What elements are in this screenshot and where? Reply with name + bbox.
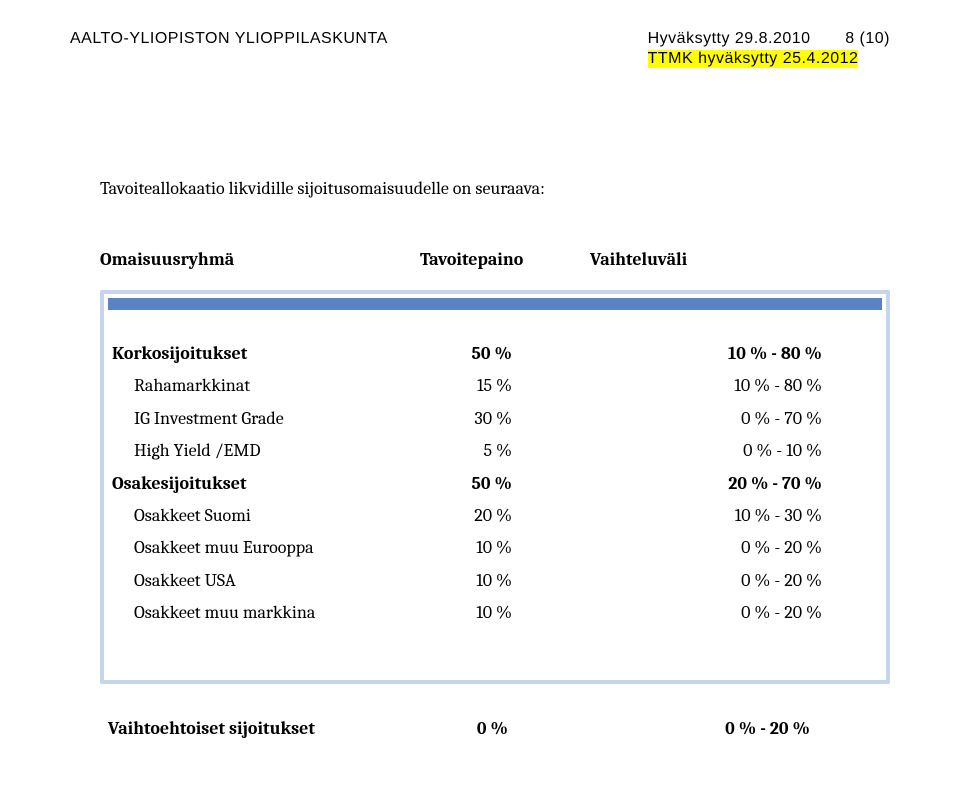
row-weight: 5 % (432, 435, 552, 467)
table-row: IG Investment Grade 30 % 0 % - 70 % (112, 403, 878, 435)
row-label: Rahamarkkinat (112, 370, 432, 402)
row-weight: 50 % (432, 338, 552, 370)
row-range: 20 % - 70 % (552, 468, 852, 500)
header-approved-line: Hyväksytty 29.8.2010 8 (10) (648, 30, 890, 48)
row-label: High Yield /EMD (112, 435, 432, 467)
row-label: Korkosijoitukset (112, 338, 432, 370)
row-weight: 10 % (432, 532, 552, 564)
page: AALTO-YLIOPISTON YLIOPPILASKUNTA Hyväksy… (0, 0, 960, 779)
column-headers: Omaisuusryhmä Tavoitepaino Vaihteluväli (100, 249, 890, 270)
col-header-weight: Tavoitepaino (420, 249, 590, 270)
page-header: AALTO-YLIOPISTON YLIOPPILASKUNTA Hyväksy… (70, 30, 890, 68)
row-label: Osakkeet USA (112, 565, 432, 597)
row-range: 0 % - 20 % (552, 565, 852, 597)
header-org: AALTO-YLIOPISTON YLIOPPILASKUNTA (70, 30, 388, 48)
alternative-investments-row: Vaihtoehtoiset sijoitukset 0 % 0 % - 20 … (108, 718, 890, 739)
row-label: Osakkeet muu Eurooppa (112, 532, 432, 564)
row-range: 0 % - 20 % (552, 532, 852, 564)
row-label: Vaihtoehtoiset sijoitukset (108, 718, 428, 739)
intro-text: Tavoiteallokaatio likvidille sijoitusoma… (100, 178, 890, 199)
col-header-range: Vaihteluväli (590, 249, 790, 270)
table-row: Rahamarkkinat 15 % 10 % - 80 % (112, 370, 878, 402)
row-weight: 0 % (428, 718, 548, 739)
table-row: High Yield /EMD 5 % 0 % - 10 % (112, 435, 878, 467)
row-range: 0 % - 10 % (552, 435, 852, 467)
row-weight: 10 % (432, 597, 552, 629)
col-header-group: Omaisuusryhmä (100, 249, 420, 270)
row-label: Osakesijoitukset (112, 468, 432, 500)
header-approved: Hyväksytty 29.8.2010 (648, 30, 811, 47)
table-body: Korkosijoitukset 50 % 10 % - 80 % Rahama… (104, 314, 886, 680)
row-range: 0 % - 70 % (552, 403, 852, 435)
row-weight: 15 % (432, 370, 552, 402)
row-range: 10 % - 80 % (552, 370, 852, 402)
row-label: IG Investment Grade (112, 403, 432, 435)
row-range: 0 % - 20 % (548, 718, 848, 739)
table-row: Osakesijoitukset 50 % 20 % - 70 % (112, 468, 878, 500)
header-approved-2: TTMK hyväksytty 25.4.2012 (648, 50, 859, 68)
row-weight: 30 % (432, 403, 552, 435)
row-label: Osakkeet muu markkina (112, 597, 432, 629)
table-row: Osakkeet muu Eurooppa 10 % 0 % - 20 % (112, 532, 878, 564)
row-label: Osakkeet Suomi (112, 500, 432, 532)
table-accent-bar (108, 298, 882, 310)
header-right: Hyväksytty 29.8.2010 8 (10) TTMK hyväksy… (648, 30, 890, 68)
row-range: 0 % - 20 % (552, 597, 852, 629)
allocation-table: Korkosijoitukset 50 % 10 % - 80 % Rahama… (100, 290, 890, 684)
header-page-number: 8 (10) (845, 30, 890, 47)
table-row: Osakkeet muu markkina 10 % 0 % - 20 % (112, 597, 878, 629)
row-weight: 10 % (432, 565, 552, 597)
row-weight: 50 % (432, 468, 552, 500)
table-row: Osakkeet Suomi 20 % 10 % - 30 % (112, 500, 878, 532)
row-weight: 20 % (432, 500, 552, 532)
row-range: 10 % - 30 % (552, 500, 852, 532)
table-row: Osakkeet USA 10 % 0 % - 20 % (112, 565, 878, 597)
row-range: 10 % - 80 % (552, 338, 852, 370)
table-row: Korkosijoitukset 50 % 10 % - 80 % (112, 332, 878, 370)
